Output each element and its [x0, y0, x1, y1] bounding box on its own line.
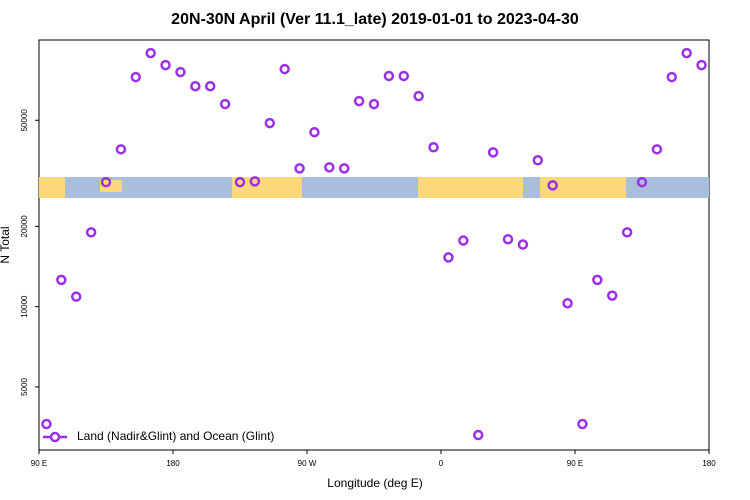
point — [56, 274, 67, 286]
x-tick-label: 0 — [439, 459, 444, 468]
legend-label: Land (Nadir&Glint) and Ocean (Glint) — [77, 429, 274, 443]
point — [204, 80, 216, 92]
point — [413, 90, 424, 102]
point — [324, 162, 335, 173]
point — [70, 291, 82, 302]
point — [383, 70, 395, 82]
point — [309, 126, 320, 138]
point — [368, 98, 380, 110]
y-tick-label: 50000 — [20, 109, 29, 132]
point — [249, 176, 261, 187]
point — [175, 66, 186, 78]
point — [294, 163, 305, 174]
point — [636, 176, 648, 188]
point — [353, 95, 365, 107]
x-tick-label: 180 — [166, 459, 180, 468]
point — [458, 235, 469, 246]
point — [681, 47, 692, 59]
chart-title: 20N-30N April (Ver 11.1_late) 2019-01-01… — [171, 11, 579, 28]
point — [443, 252, 454, 263]
point — [145, 47, 156, 59]
y-tick-label: 20000 — [20, 215, 29, 238]
point — [696, 59, 707, 71]
x-tick-label: 90 E — [567, 459, 583, 468]
point — [592, 274, 603, 286]
y-tick-label: 5000 — [20, 377, 29, 395]
legend-marker — [49, 431, 61, 443]
point — [234, 176, 246, 188]
point — [219, 98, 231, 110]
point — [487, 147, 499, 158]
point — [398, 70, 410, 82]
point — [100, 176, 112, 188]
point — [532, 155, 544, 166]
point — [264, 117, 276, 129]
point — [666, 71, 678, 83]
point — [606, 290, 618, 301]
point — [130, 71, 142, 83]
point — [85, 227, 97, 238]
point — [115, 144, 127, 155]
x-tick-label: 90 W — [298, 459, 317, 468]
point — [338, 163, 350, 174]
y-axis-label: N Total — [0, 226, 12, 263]
map-strip — [39, 177, 709, 198]
point — [621, 227, 633, 238]
point — [651, 144, 663, 155]
point — [502, 233, 514, 245]
point — [577, 418, 588, 430]
point — [517, 239, 529, 250]
point — [160, 59, 171, 71]
x-tick-label: 180 — [702, 459, 716, 468]
point — [547, 180, 558, 191]
point — [190, 80, 201, 92]
point — [562, 297, 573, 309]
point — [279, 63, 290, 75]
plot-frame — [38, 39, 710, 451]
point — [428, 142, 439, 153]
x-axis-label: Longitude (deg E) — [327, 476, 422, 490]
point — [41, 418, 52, 430]
point — [472, 429, 484, 441]
y-tick-label: 10000 — [20, 295, 29, 318]
x-tick-label: 90 E — [31, 459, 47, 468]
